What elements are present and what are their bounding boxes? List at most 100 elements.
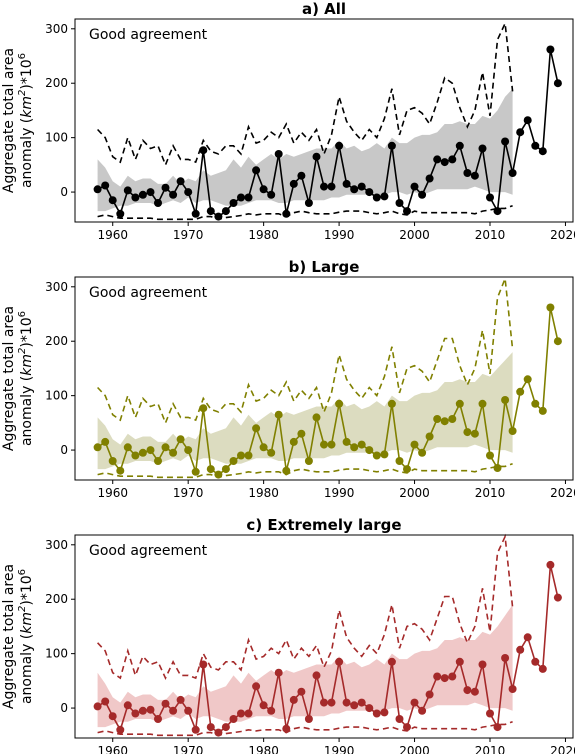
data-point [493, 464, 502, 472]
y-label-unit: km [19, 354, 35, 376]
data-point [531, 657, 540, 666]
data-point [169, 448, 178, 457]
data-point [357, 182, 366, 191]
x-tick-label: 1960 [97, 744, 128, 754]
y-axis-label-line2: anomaly (km2)*106 [17, 311, 35, 446]
data-point [410, 182, 419, 191]
data-point [244, 709, 253, 718]
y-tick-label: 0 [60, 185, 68, 199]
data-point [244, 193, 253, 202]
data-point [516, 128, 525, 137]
data-point [523, 633, 532, 642]
spread-band [97, 352, 513, 470]
y-axis-label: Aggregate total area anomaly (km2)*106 [1, 564, 35, 709]
data-point [229, 199, 238, 207]
data-point [455, 657, 464, 666]
data-point [553, 593, 562, 602]
x-tick-label: 1960 [97, 228, 128, 242]
y-tick-label: 300 [45, 280, 68, 294]
data-point [455, 399, 464, 408]
data-point [501, 654, 510, 662]
data-point [486, 193, 494, 202]
data-point [191, 209, 200, 218]
data-point [387, 399, 396, 408]
y-label-prefix: anomaly ( [19, 376, 35, 446]
x-tick-label: 2000 [399, 228, 430, 242]
y-tick-label: 100 [45, 131, 68, 145]
y-axis-label-line1: Aggregate total area [1, 306, 17, 451]
data-point [372, 193, 381, 202]
y-label-exp: 6 [17, 311, 28, 317]
data-point [101, 697, 110, 706]
x-tick-label: 1990 [324, 744, 355, 754]
data-point [108, 457, 117, 465]
data-point [289, 179, 298, 188]
data-point [372, 451, 381, 460]
y-tick-label: 100 [45, 647, 68, 661]
data-point [350, 185, 359, 194]
y-axis-label-line2: anomaly (km2)*106 [17, 53, 35, 188]
data-point [523, 375, 532, 384]
data-point [229, 715, 238, 723]
data-point [267, 706, 276, 715]
y-axis-label-line2: anomaly (km2)*106 [17, 569, 35, 704]
data-point [327, 182, 336, 191]
data-point [191, 725, 200, 734]
data-point [312, 152, 321, 161]
data-point [161, 443, 170, 452]
data-point [312, 671, 321, 680]
data-point [538, 664, 547, 673]
data-point [335, 141, 344, 150]
data-point [478, 660, 487, 669]
data-point [252, 424, 261, 433]
data-point [131, 193, 140, 202]
data-point [380, 450, 389, 459]
y-label-prefix: anomaly ( [19, 118, 35, 188]
x-tick-label: 2000 [399, 744, 430, 754]
data-point [221, 723, 230, 732]
data-point [252, 166, 261, 175]
data-point [259, 443, 268, 452]
ensemble-lower-line [97, 720, 513, 737]
data-point [304, 457, 313, 465]
data-point [289, 695, 298, 704]
data-point [501, 137, 510, 146]
data-point [282, 209, 291, 218]
data-point [335, 657, 344, 666]
data-point [138, 706, 147, 715]
y-label-mid: )*10 [19, 575, 35, 605]
data-point [131, 709, 140, 718]
data-point [199, 404, 208, 413]
data-point [501, 396, 510, 404]
data-point [191, 467, 200, 476]
data-point [161, 699, 170, 708]
spread-band [97, 604, 513, 728]
y-tick-label: 100 [45, 389, 68, 403]
data-point [123, 443, 132, 452]
data-point [448, 672, 457, 681]
data-point [274, 410, 283, 419]
data-point [395, 199, 404, 207]
data-point [418, 448, 427, 457]
data-point [229, 457, 238, 465]
y-tick-label: 0 [60, 443, 68, 457]
data-point [486, 709, 494, 718]
data-point [433, 415, 442, 423]
data-point [508, 169, 517, 177]
data-point [470, 429, 479, 438]
x-tick-label: 1990 [324, 486, 355, 500]
data-point [206, 465, 215, 474]
ensemble-upper-line [97, 278, 514, 426]
data-point [101, 437, 110, 446]
data-point [342, 179, 351, 188]
data-point [493, 723, 502, 732]
y-axis-label: Aggregate total area anomaly (km2)*106 [1, 306, 35, 451]
data-point [372, 709, 381, 718]
data-point [237, 193, 245, 202]
data-point [123, 186, 132, 195]
data-point [455, 141, 464, 150]
x-tick-label: 1990 [324, 228, 355, 242]
y-tick-label: 0 [60, 701, 68, 715]
data-point [131, 451, 140, 460]
